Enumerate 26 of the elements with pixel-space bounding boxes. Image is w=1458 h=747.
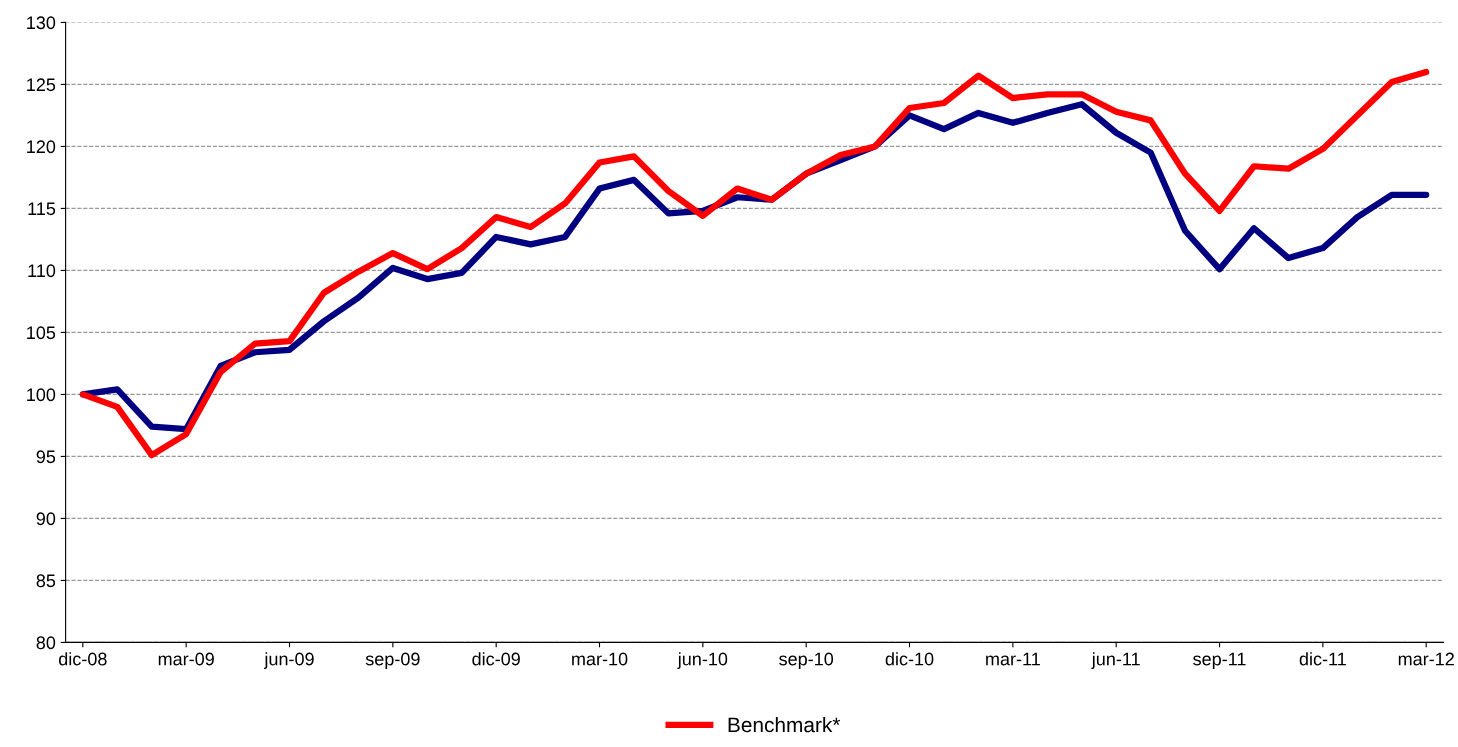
y-tick-label: 125 — [27, 78, 56, 92]
y-tick-label: 100 — [27, 388, 56, 402]
y-tick-label: 130 — [27, 16, 56, 30]
y-tick-label: 115 — [28, 202, 56, 216]
y-tick-label: 90 — [36, 512, 56, 526]
y-tick-label: 95 — [36, 450, 56, 464]
x-tick-label: mar-12 — [1398, 652, 1454, 666]
x-tick-label: jun-11 — [1091, 652, 1140, 669]
x-tick-label: mar-09 — [158, 652, 214, 666]
x-tick-label: jun-10 — [677, 652, 728, 669]
y-tick-label: 120 — [27, 140, 56, 154]
y-tick-label: 85 — [36, 574, 56, 588]
x-tick-label: sep-09 — [365, 652, 420, 669]
x-tick-label: mar-10 — [572, 652, 628, 666]
x-tick-label: sep-10 — [779, 652, 834, 669]
legend-label: Benchmark* — [728, 716, 841, 733]
x-tick-label: dic-09 — [472, 652, 520, 666]
x-tick-label: sep-11 — [1193, 652, 1246, 669]
x-tick-label: dic-10 — [885, 652, 934, 666]
x-tick-label: jun-09 — [263, 652, 314, 669]
x-tick-label: dic-08 — [59, 652, 107, 666]
y-tick-label: 80 — [36, 636, 56, 650]
y-tick-label: 110 — [28, 264, 56, 278]
x-tick-label: mar-11 — [986, 652, 1040, 666]
y-tick-label: 105 — [27, 326, 56, 340]
x-tick-label: dic-11 — [1299, 652, 1346, 666]
